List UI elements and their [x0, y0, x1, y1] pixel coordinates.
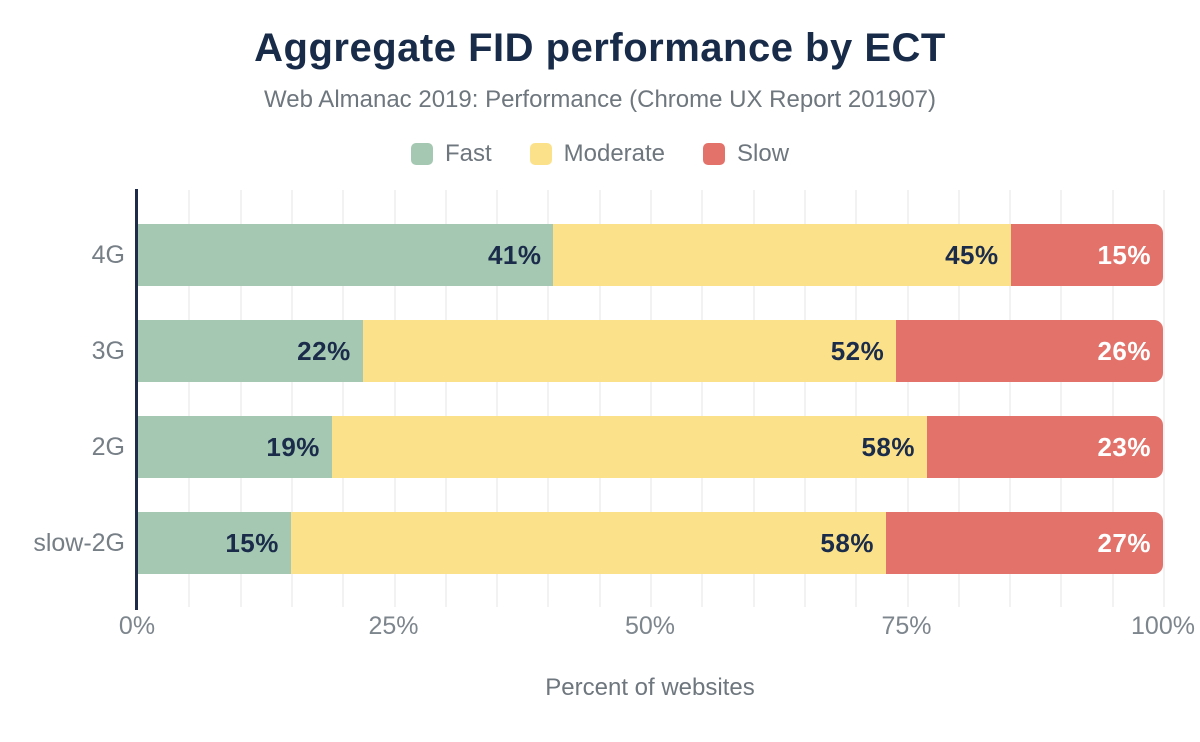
- gridline: [188, 190, 191, 607]
- bar-row-slow-2G: 15% 58% 27%: [137, 512, 1163, 574]
- value-label: 52%: [830, 335, 885, 366]
- gridline: [342, 190, 345, 607]
- category-label-2G: 2G: [91, 432, 125, 461]
- segment-slow-slow-2G: 27%: [885, 512, 1163, 574]
- chart-title: Aggregate FID performance by ECT: [254, 26, 946, 70]
- bar-row-2G: 19% 58% 23%: [137, 416, 1163, 478]
- gridline: [1111, 190, 1114, 607]
- moderate-swatch-icon: [529, 143, 552, 165]
- category-label-3G: 3G: [91, 336, 125, 365]
- category-label-4G: 4G: [91, 240, 125, 269]
- legend-item-fast: Fast: [410, 140, 492, 168]
- x-tick-label-75: 75%: [881, 612, 932, 640]
- x-tick-label-0: 0%: [118, 612, 156, 640]
- gridline: [650, 190, 652, 607]
- gridline: [598, 190, 601, 607]
- segment-fast-slow-2G: 15%: [137, 512, 291, 574]
- x-axis-ticks: 0% 25% 50% 75% 100%: [0, 612, 1200, 642]
- segment-moderate-4G: 45%: [553, 224, 1011, 286]
- x-axis-title: Percent of websites: [545, 674, 755, 701]
- segment-fast-3G: 22%: [137, 320, 363, 382]
- gridline: [803, 190, 806, 607]
- value-label: 26%: [1097, 335, 1151, 366]
- segment-slow-2G: 23%: [927, 416, 1163, 478]
- segment-moderate-3G: 52%: [362, 320, 897, 382]
- gridline: [906, 190, 909, 607]
- gridline: [393, 190, 396, 607]
- value-label: 22%: [297, 335, 351, 366]
- legend-label-slow: Slow: [737, 140, 790, 167]
- gridline: [752, 190, 755, 607]
- value-label: 27%: [1097, 527, 1151, 558]
- value-label: 41%: [487, 239, 542, 270]
- y-axis-line: [135, 189, 138, 610]
- gridline: [547, 190, 550, 607]
- gridline: [1060, 190, 1063, 607]
- slow-swatch-icon: [703, 143, 726, 165]
- value-label: 45%: [945, 239, 999, 270]
- category-label-slow-2G: slow-2G: [33, 528, 125, 557]
- value-label: 58%: [861, 431, 916, 462]
- segment-fast-2G: 19%: [137, 416, 332, 478]
- gridline: [855, 190, 858, 607]
- legend-item-moderate: Moderate: [529, 140, 666, 168]
- gridline: [239, 190, 242, 607]
- gridline: [701, 190, 704, 607]
- segment-fast-4G: 41%: [137, 224, 554, 286]
- value-label: 23%: [1097, 431, 1151, 462]
- segment-moderate-2G: 58%: [331, 416, 928, 478]
- x-tick-label-50: 50%: [624, 612, 676, 640]
- segment-slow-4G: 15%: [1010, 224, 1163, 286]
- bar-rows: 41% 45% 15% 22% 52% 26% 19% 58% 23% 15% 58% 27%: [137, 190, 1163, 607]
- x-tick-label-100: 100%: [1131, 612, 1195, 640]
- value-label: 15%: [1097, 239, 1151, 270]
- gridline: [1163, 190, 1165, 607]
- segment-moderate-slow-2G: 58%: [290, 512, 886, 574]
- legend-item-slow: Slow: [703, 140, 789, 168]
- bar-row-4G: 41% 45% 15%: [137, 224, 1163, 286]
- value-label: 15%: [225, 527, 279, 558]
- segment-slow-3G: 26%: [896, 320, 1163, 382]
- legend-label-moderate: Moderate: [563, 140, 666, 167]
- legend: Fast Moderate Slow: [0, 140, 1200, 168]
- gridline: [957, 190, 960, 607]
- value-label: 58%: [820, 527, 874, 558]
- plot-area: 41% 45% 15% 22% 52% 26% 19% 58% 23% 15% 58% 27%: [137, 190, 1165, 607]
- chart-subtitle: Web Almanac 2019: Performance (Chrome UX…: [264, 86, 936, 113]
- category-labels: 4G 3G 2G slow-2G: [0, 190, 125, 607]
- gridline: [290, 190, 293, 607]
- bar-row-3G: 22% 52% 26%: [137, 320, 1163, 382]
- gridline: [1009, 190, 1012, 607]
- value-label: 19%: [266, 431, 320, 462]
- gridline: [444, 190, 447, 607]
- gridline: [496, 190, 499, 607]
- legend-label-fast: Fast: [444, 140, 492, 167]
- x-tick-label-25: 25%: [368, 612, 419, 640]
- fast-swatch-icon: [410, 143, 433, 165]
